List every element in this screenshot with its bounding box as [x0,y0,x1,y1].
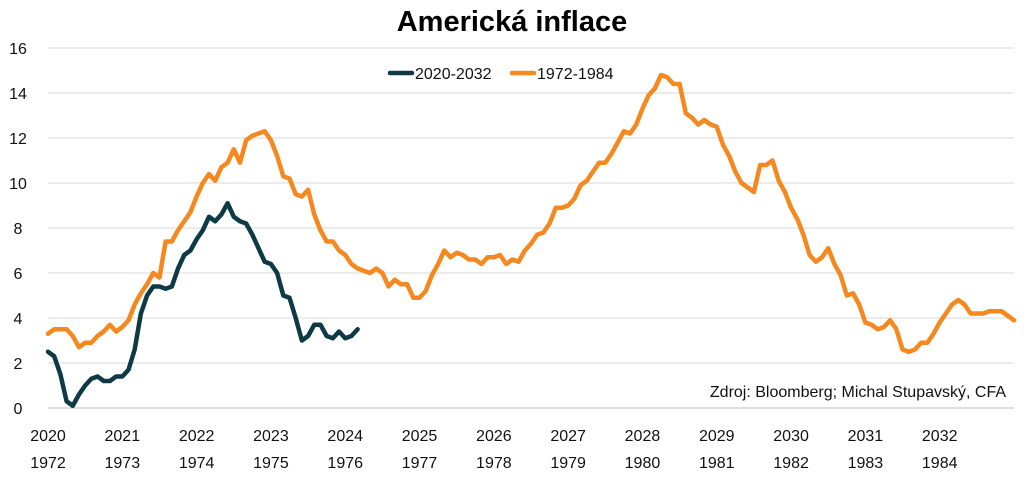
y-tick-label: 4 [14,311,23,328]
y-tick-label: 10 [9,176,27,193]
x-tick-label-top: 2029 [699,428,735,445]
x-tick-label-top: 2030 [773,428,809,445]
x-tick-label-bottom: 1973 [105,455,141,472]
y-axis-ticks: 0 2 4 6 8 10 12 14 16 [9,41,27,418]
x-tick-label-top: 2032 [922,428,958,445]
x-tick-label-bottom: 1979 [550,455,586,472]
x-tick-label-top: 2020 [30,428,66,445]
y-tick-label: 14 [9,86,27,103]
x-tick-label-bottom: 1983 [848,455,884,472]
x-tick-label-top: 2025 [402,428,438,445]
x-axis-ticks: 2020 2021 2022 2023 2024 2025 2026 2027 2028 2029… [30,428,957,472]
series-line-2020-2032 [45,201,360,408]
series-line-1972-1984 [45,72,1017,354]
legend-label-2020-2032: 2020-2032 [415,66,492,83]
x-tick-label-top: 2027 [550,428,586,445]
x-tick-label-top: 2022 [179,428,215,445]
x-tick-label-bottom: 1974 [179,455,215,472]
legend: 2020-2032 1972-1984 [387,66,614,83]
y-tick-label: 2 [14,356,23,373]
x-tick-label-bottom: 1984 [922,455,958,472]
source-note: Zdroj: Bloomberg; Michal Stupavský, CFA [710,384,1006,401]
gridlines [48,47,1014,409]
x-tick-label-bottom: 1975 [253,455,289,472]
x-tick-label-top: 2026 [476,428,512,445]
x-tick-label-top: 2021 [105,428,141,445]
chart-title: Americká inflace [397,6,628,38]
x-tick-label-bottom: 1977 [402,455,438,472]
x-tick-label-bottom: 1981 [699,455,735,472]
x-tick-label-top: 2023 [253,428,289,445]
series-lines [45,72,1017,408]
x-tick-label-top: 2024 [327,428,363,445]
y-tick-label: 12 [9,131,27,148]
x-tick-label-bottom: 1972 [30,455,66,472]
x-tick-label-bottom: 1978 [476,455,512,472]
x-tick-label-top: 2028 [625,428,661,445]
y-tick-label: 8 [14,221,23,238]
x-tick-label-bottom: 1980 [625,455,661,472]
y-tick-label: 6 [14,266,23,283]
y-tick-label: 0 [14,401,23,418]
y-tick-label: 16 [9,41,27,58]
x-tick-label-bottom: 1982 [773,455,809,472]
x-tick-label-top: 2031 [848,428,884,445]
legend-label-1972-1984: 1972-1984 [537,66,614,83]
x-tick-label-bottom: 1976 [327,455,363,472]
